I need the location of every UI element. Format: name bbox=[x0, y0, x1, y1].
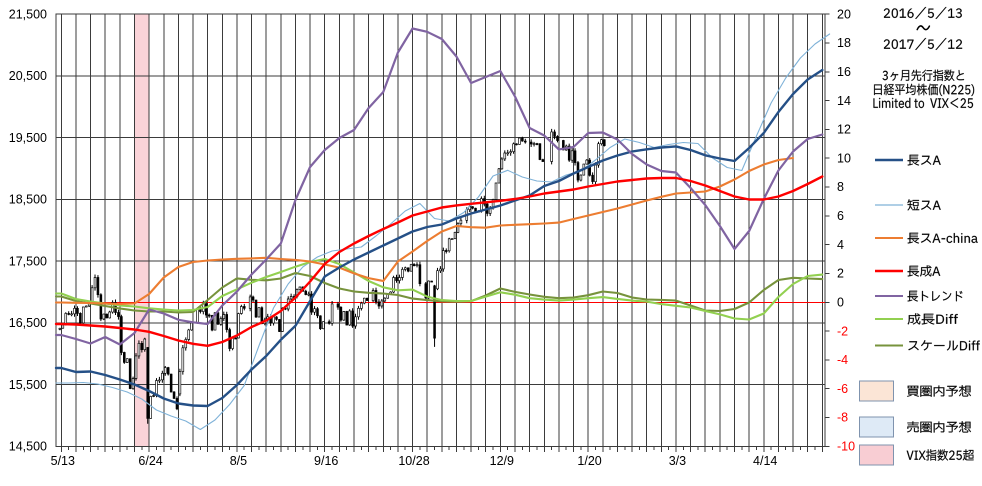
svg-text:3/3: 3/3 bbox=[669, 454, 686, 468]
svg-text:-4: -4 bbox=[837, 353, 848, 367]
svg-text:15,500: 15,500 bbox=[9, 378, 47, 392]
svg-text:10: 10 bbox=[837, 151, 851, 165]
svg-text:2: 2 bbox=[837, 267, 844, 281]
svg-text:19,500: 19,500 bbox=[9, 131, 47, 145]
svg-text:18: 18 bbox=[837, 36, 851, 50]
svg-text:16: 16 bbox=[837, 65, 851, 79]
svg-text:9/16: 9/16 bbox=[314, 454, 338, 468]
svg-text:14,500: 14,500 bbox=[9, 440, 47, 454]
svg-text:12: 12 bbox=[837, 123, 851, 137]
svg-text:-6: -6 bbox=[837, 382, 848, 396]
svg-text:6/24: 6/24 bbox=[138, 454, 162, 468]
svg-text:21,500: 21,500 bbox=[9, 7, 47, 21]
svg-text:8/5: 8/5 bbox=[230, 454, 247, 468]
svg-text:10/28: 10/28 bbox=[398, 454, 429, 468]
svg-text:20: 20 bbox=[837, 7, 851, 21]
svg-text:0: 0 bbox=[837, 296, 844, 310]
svg-text:-8: -8 bbox=[837, 411, 848, 425]
svg-text:17,500: 17,500 bbox=[9, 254, 47, 268]
svg-text:6: 6 bbox=[837, 209, 844, 223]
svg-text:5/13: 5/13 bbox=[51, 454, 75, 468]
svg-text:18,500: 18,500 bbox=[9, 193, 47, 207]
svg-text:16,500: 16,500 bbox=[9, 316, 47, 330]
svg-text:4/14: 4/14 bbox=[753, 454, 777, 468]
svg-text:12/9: 12/9 bbox=[490, 454, 514, 468]
svg-text:4: 4 bbox=[837, 238, 844, 252]
svg-text:-2: -2 bbox=[837, 324, 848, 338]
svg-text:14: 14 bbox=[837, 94, 851, 108]
svg-text:1/20: 1/20 bbox=[577, 454, 601, 468]
svg-text:-10: -10 bbox=[837, 440, 855, 454]
svg-text:8: 8 bbox=[837, 180, 844, 194]
svg-text:20,500: 20,500 bbox=[9, 69, 47, 83]
